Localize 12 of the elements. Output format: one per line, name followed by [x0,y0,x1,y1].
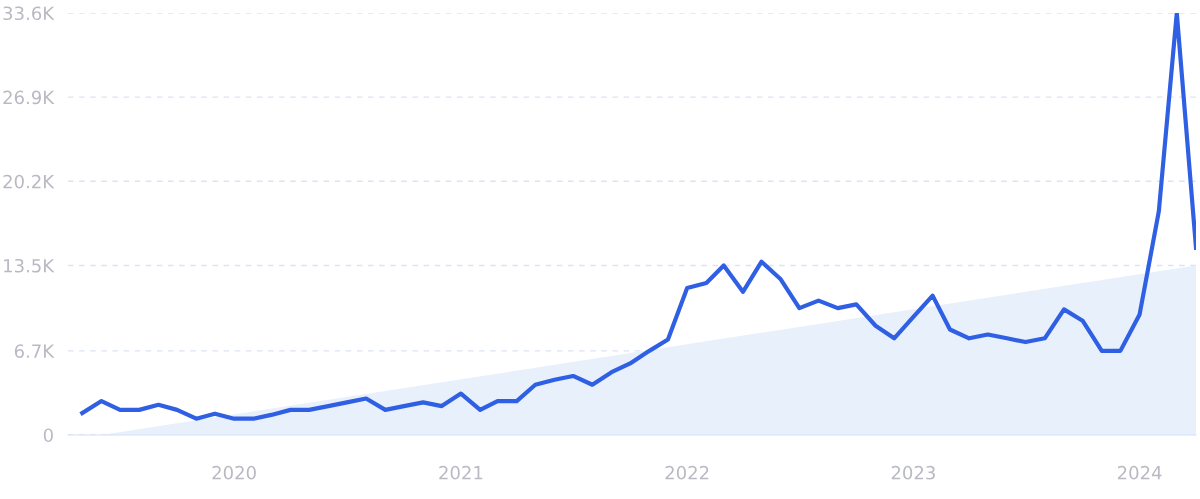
y-tick-label: 26.9K [3,90,55,105]
x-tick-label: 2024 [1117,465,1162,480]
line-series [80,13,1196,421]
x-tick-label: 2023 [891,465,935,480]
y-tick-label: 0 [43,428,53,443]
y-tick-label: 20.2K [3,174,55,189]
y-tick-label: 6.7K [14,344,55,358]
y-tick-label: 33.6K [3,6,55,21]
x-tick-label: 2021 [439,465,483,480]
x-tick-label: 2020 [212,465,256,480]
y-tick-label: 13.5K [4,258,55,273]
x-tick-label: 2022 [665,465,709,480]
